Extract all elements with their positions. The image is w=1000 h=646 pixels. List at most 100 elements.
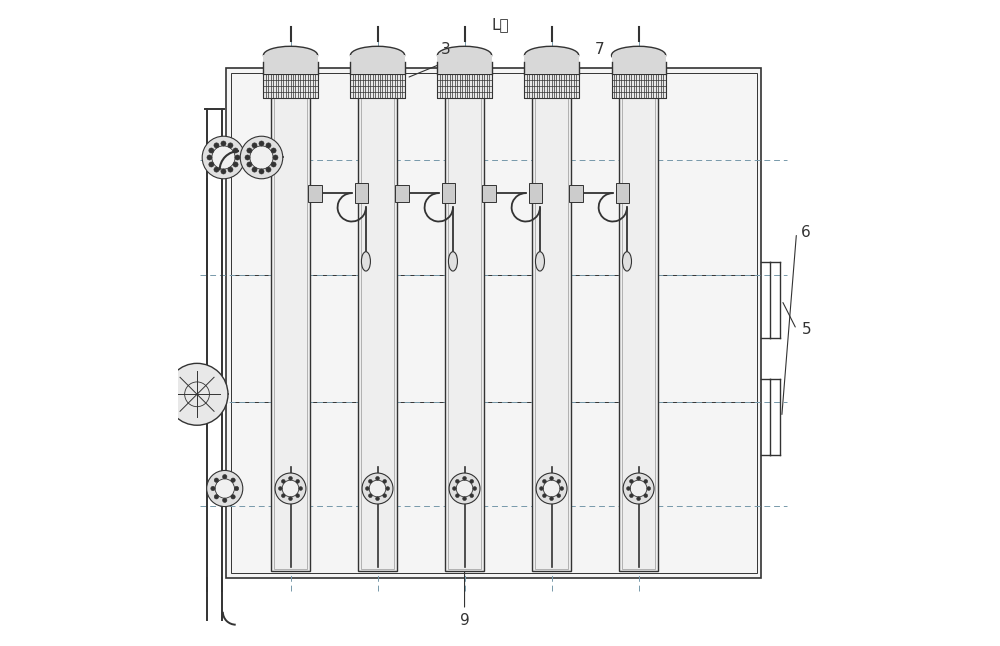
- Circle shape: [221, 169, 226, 174]
- Circle shape: [470, 479, 474, 483]
- Circle shape: [281, 479, 285, 483]
- Bar: [361, 78, 394, 568]
- Circle shape: [247, 162, 252, 167]
- Bar: [616, 183, 629, 203]
- Bar: [622, 78, 655, 568]
- Bar: [437, 55, 492, 74]
- Circle shape: [453, 486, 456, 490]
- Text: 3: 3: [440, 41, 450, 57]
- Circle shape: [221, 141, 226, 146]
- Circle shape: [630, 479, 633, 483]
- Text: L向: L向: [491, 17, 509, 32]
- Circle shape: [296, 494, 300, 497]
- Text: 5: 5: [801, 322, 811, 337]
- Bar: [619, 75, 658, 571]
- Circle shape: [247, 148, 252, 153]
- Circle shape: [644, 479, 648, 483]
- Circle shape: [557, 479, 561, 483]
- Circle shape: [449, 473, 480, 504]
- Circle shape: [234, 486, 239, 491]
- Circle shape: [557, 494, 561, 497]
- Circle shape: [463, 477, 466, 480]
- Circle shape: [214, 143, 219, 148]
- Bar: [358, 75, 397, 571]
- Circle shape: [214, 167, 219, 172]
- Circle shape: [376, 477, 379, 480]
- Circle shape: [282, 480, 299, 497]
- Text: 7: 7: [595, 41, 605, 57]
- Circle shape: [473, 486, 477, 490]
- Circle shape: [560, 486, 564, 490]
- Circle shape: [240, 136, 283, 179]
- Circle shape: [271, 162, 276, 167]
- Ellipse shape: [263, 47, 318, 64]
- Circle shape: [279, 486, 282, 490]
- Bar: [350, 55, 405, 74]
- Circle shape: [630, 494, 633, 497]
- Ellipse shape: [448, 252, 457, 271]
- Circle shape: [368, 494, 372, 497]
- Circle shape: [166, 363, 228, 425]
- Bar: [442, 183, 455, 203]
- Bar: [569, 185, 583, 202]
- Circle shape: [289, 497, 292, 501]
- Circle shape: [252, 143, 257, 148]
- Bar: [524, 55, 579, 74]
- Bar: [355, 183, 368, 203]
- Circle shape: [266, 143, 271, 148]
- Circle shape: [214, 495, 219, 499]
- Circle shape: [470, 494, 474, 497]
- Circle shape: [383, 479, 387, 483]
- Bar: [231, 73, 757, 573]
- Circle shape: [233, 148, 238, 153]
- Text: 6: 6: [801, 225, 811, 240]
- Circle shape: [550, 497, 553, 501]
- Circle shape: [275, 473, 306, 504]
- Circle shape: [223, 498, 227, 503]
- Circle shape: [211, 486, 215, 491]
- Circle shape: [259, 141, 264, 146]
- Circle shape: [266, 167, 271, 172]
- Bar: [445, 75, 484, 571]
- Circle shape: [228, 143, 233, 148]
- Bar: [350, 74, 405, 98]
- Circle shape: [207, 470, 243, 506]
- Ellipse shape: [524, 47, 579, 64]
- Bar: [395, 185, 409, 202]
- Circle shape: [214, 478, 219, 483]
- Circle shape: [536, 473, 567, 504]
- Circle shape: [543, 480, 560, 497]
- Circle shape: [252, 167, 257, 172]
- Circle shape: [231, 495, 235, 499]
- Circle shape: [647, 486, 651, 490]
- Bar: [263, 55, 318, 74]
- Text: 9: 9: [460, 613, 469, 629]
- Bar: [271, 75, 310, 571]
- Circle shape: [644, 494, 648, 497]
- Circle shape: [223, 475, 227, 479]
- Circle shape: [630, 480, 647, 497]
- Bar: [437, 74, 492, 98]
- Circle shape: [289, 477, 292, 480]
- Bar: [308, 185, 322, 202]
- Circle shape: [627, 486, 630, 490]
- Circle shape: [299, 486, 302, 490]
- Circle shape: [543, 479, 546, 483]
- Circle shape: [235, 155, 240, 160]
- Circle shape: [369, 480, 386, 497]
- Circle shape: [368, 479, 372, 483]
- Circle shape: [228, 167, 233, 172]
- Circle shape: [273, 155, 278, 160]
- Ellipse shape: [361, 252, 370, 271]
- Circle shape: [456, 480, 473, 497]
- Circle shape: [215, 479, 234, 498]
- Circle shape: [202, 136, 245, 179]
- Circle shape: [245, 155, 250, 160]
- Ellipse shape: [350, 47, 405, 64]
- Circle shape: [463, 497, 466, 501]
- Circle shape: [456, 479, 459, 483]
- Circle shape: [207, 155, 212, 160]
- Ellipse shape: [622, 252, 632, 271]
- Circle shape: [212, 146, 235, 169]
- Circle shape: [271, 148, 276, 153]
